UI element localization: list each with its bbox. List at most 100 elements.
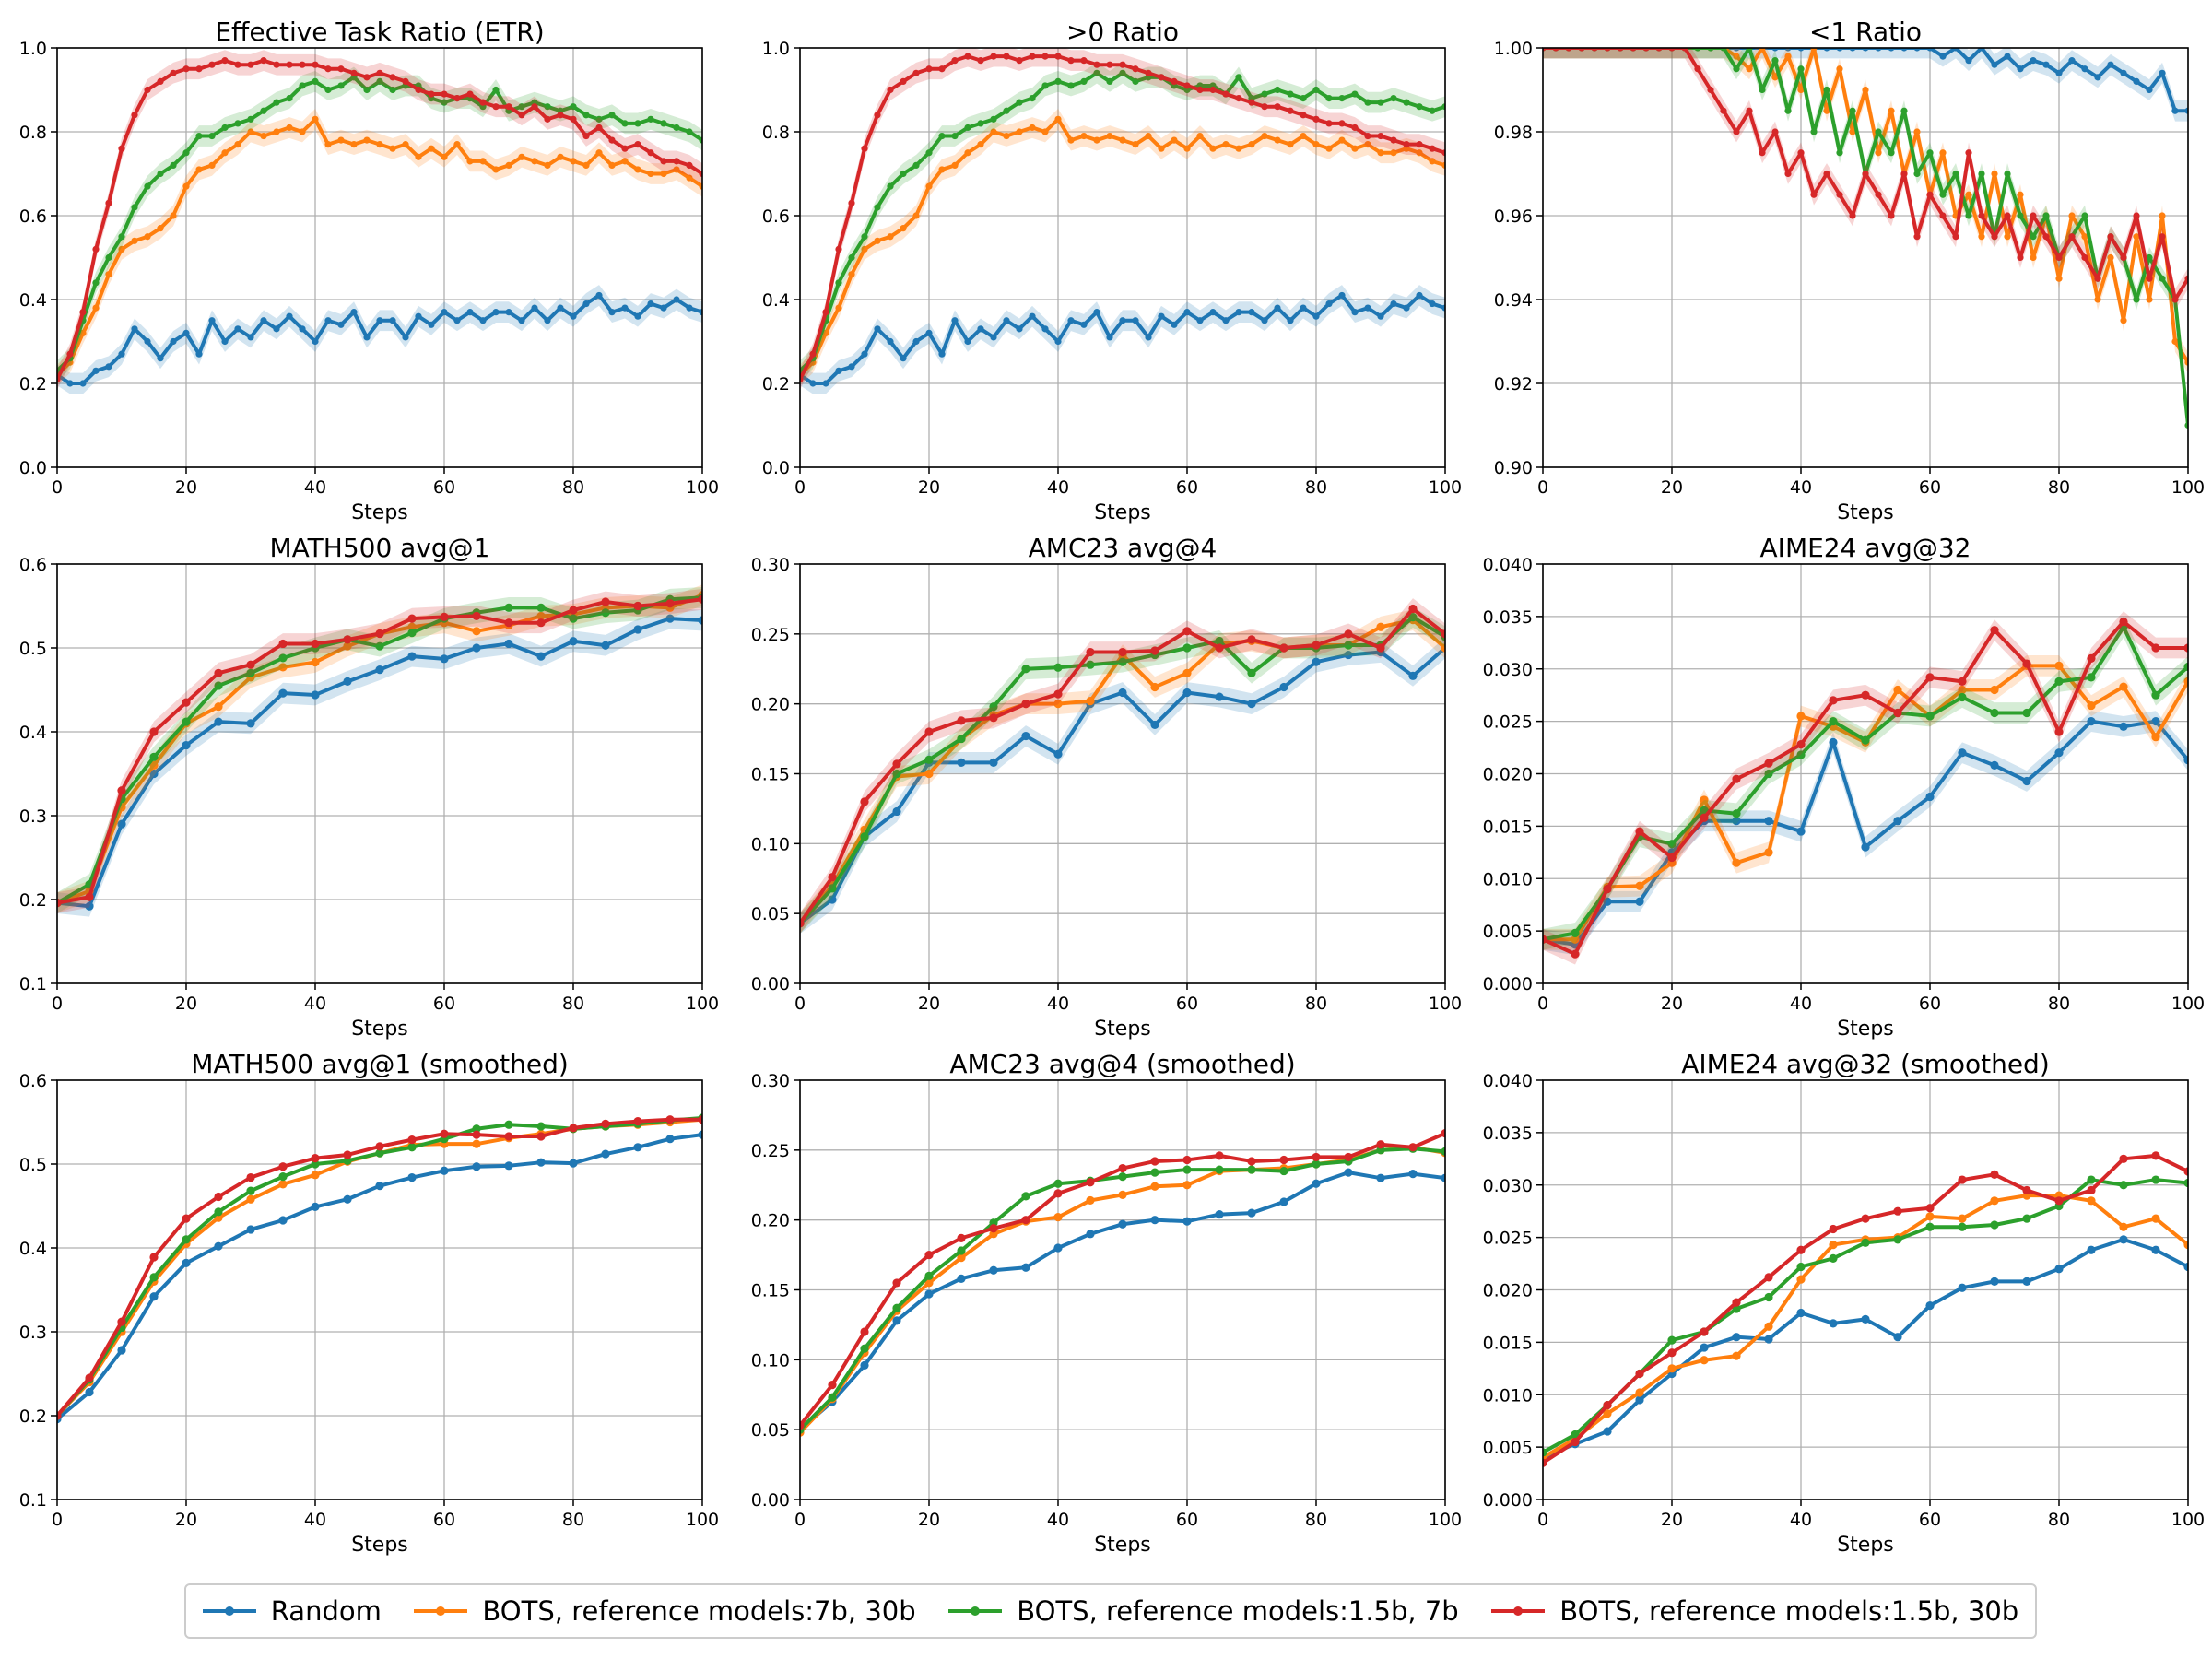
x-tick-label: 60 <box>1176 1510 1198 1530</box>
data-point <box>569 614 578 623</box>
data-point <box>1759 86 1766 94</box>
data-point <box>2094 296 2101 303</box>
data-point <box>273 128 280 135</box>
data-point <box>363 334 371 341</box>
data-point <box>1106 61 1113 68</box>
data-point <box>570 312 577 320</box>
data-point <box>536 611 546 621</box>
data-point <box>247 61 254 68</box>
data-point <box>1183 309 1191 316</box>
axes-frame <box>56 1079 703 1500</box>
data-point <box>1732 774 1741 783</box>
data-point <box>2151 690 2160 700</box>
data-point <box>1784 170 1792 178</box>
data-point <box>1797 48 1805 52</box>
data-point <box>800 1421 805 1430</box>
data-point <box>1364 132 1371 140</box>
data-point <box>1667 1364 1677 1373</box>
data-point <box>278 1216 288 1225</box>
data-point <box>1408 671 1418 680</box>
data-point <box>2055 275 2063 282</box>
x-axis-label: Steps <box>1837 1534 1894 1557</box>
data-point <box>1376 643 1385 653</box>
data-point <box>2146 86 2153 94</box>
data-point <box>1053 663 1063 672</box>
data-point <box>1416 291 1423 300</box>
data-point <box>415 153 422 160</box>
x-tick-label: 0 <box>52 477 63 498</box>
data-point <box>698 1115 702 1124</box>
data-point <box>557 112 564 119</box>
data-point <box>2087 653 2096 663</box>
data-point <box>1215 1151 1224 1160</box>
x-tick-label: 100 <box>2171 1510 2205 1530</box>
data-point <box>214 668 223 677</box>
data-point <box>1829 717 1838 726</box>
data-point <box>601 1149 610 1159</box>
data-point <box>402 77 409 85</box>
data-point <box>536 618 546 628</box>
data-point <box>343 1150 352 1159</box>
data-point <box>924 755 934 764</box>
data-point <box>938 350 946 358</box>
data-point <box>1158 312 1165 320</box>
data-point <box>1248 141 1255 148</box>
plot-area <box>800 598 1445 935</box>
y-tick-label: 0.000 <box>1483 1490 1533 1511</box>
data-point <box>1991 170 1998 178</box>
data-point <box>951 317 959 324</box>
data-point <box>1571 1430 1580 1440</box>
data-point <box>1021 731 1030 741</box>
data-point <box>505 103 512 111</box>
x-tick-label: 40 <box>1790 1510 1812 1530</box>
x-tick-label: 40 <box>1047 1510 1069 1530</box>
data-point <box>278 663 288 672</box>
data-point <box>1958 1222 1967 1231</box>
data-point <box>1965 191 1972 198</box>
data-point <box>544 161 551 169</box>
data-point <box>1182 688 1192 698</box>
data-point <box>601 597 610 606</box>
data-point <box>149 1253 159 1262</box>
data-point <box>1441 629 1445 639</box>
data-point <box>375 641 384 651</box>
data-point <box>1093 309 1100 316</box>
y-tick-label: 0.05 <box>751 1420 790 1441</box>
data-point <box>989 758 998 767</box>
data-point <box>1990 708 1999 718</box>
data-point <box>2120 253 2127 262</box>
data-point <box>1377 312 1384 320</box>
data-point <box>2119 722 2128 731</box>
data-point <box>157 225 164 232</box>
data-point <box>311 1202 320 1212</box>
data-point <box>951 132 959 140</box>
data-point <box>518 317 525 324</box>
data-point <box>278 1180 288 1189</box>
data-point <box>1764 817 1773 826</box>
data-point <box>311 639 320 649</box>
data-point <box>278 688 288 698</box>
data-point <box>1441 1147 1445 1156</box>
data-point <box>1403 304 1410 312</box>
data-point <box>131 112 138 119</box>
data-point <box>822 380 830 387</box>
data-point <box>957 1233 966 1242</box>
data-point <box>621 158 629 165</box>
x-axis-label: Steps <box>351 501 408 524</box>
data-point <box>1261 317 1268 324</box>
data-point <box>1235 74 1242 81</box>
data-point <box>1325 120 1333 127</box>
data-point <box>407 1135 417 1145</box>
y-tick-label: 0.20 <box>751 695 790 715</box>
data-point <box>1041 53 1049 60</box>
data-point <box>874 237 881 244</box>
data-point <box>214 681 223 690</box>
chart-title: MATH500 avg@1 (smoothed) <box>191 1049 569 1079</box>
data-point <box>1338 291 1346 300</box>
axes-frame <box>1542 1079 2189 1500</box>
data-point <box>1325 145 1333 152</box>
series-line <box>800 1171 1445 1431</box>
x-tick-label: 40 <box>304 994 326 1014</box>
data-point <box>828 1381 837 1390</box>
